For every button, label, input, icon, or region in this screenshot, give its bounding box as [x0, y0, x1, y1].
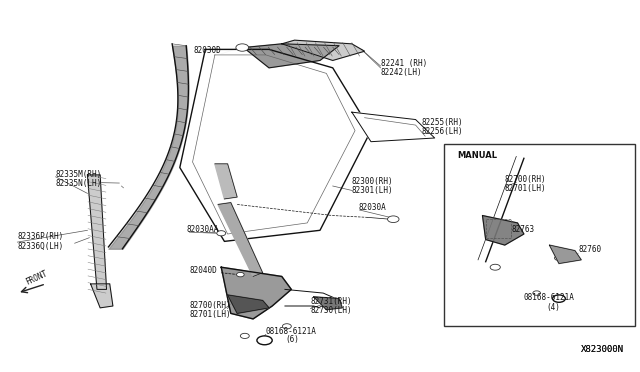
Text: 82760: 82760 [578, 245, 601, 254]
Text: X823000N: X823000N [581, 345, 624, 354]
Circle shape [388, 216, 399, 222]
Text: 82731(RH): 82731(RH) [310, 297, 352, 306]
Polygon shape [282, 40, 365, 61]
Circle shape [236, 44, 248, 51]
Text: 82030D: 82030D [193, 46, 221, 55]
Polygon shape [228, 295, 269, 313]
Text: 82763: 82763 [511, 225, 534, 234]
Text: 82335M(RH): 82335M(RH) [56, 170, 102, 179]
Text: 82040D: 82040D [189, 266, 217, 275]
Circle shape [554, 256, 563, 260]
Text: 82701(LH): 82701(LH) [189, 310, 231, 319]
Circle shape [552, 295, 565, 302]
Circle shape [237, 272, 244, 277]
Polygon shape [221, 267, 291, 319]
Polygon shape [215, 164, 237, 199]
Polygon shape [352, 112, 435, 142]
Polygon shape [91, 284, 113, 308]
Text: 82030A: 82030A [358, 203, 386, 212]
Text: 08168-6121A: 08168-6121A [524, 293, 575, 302]
Polygon shape [549, 245, 581, 263]
Text: 82700(RH): 82700(RH) [189, 301, 231, 310]
Text: 82256(LH): 82256(LH) [422, 127, 463, 136]
Polygon shape [218, 203, 262, 276]
Text: 82701(LH): 82701(LH) [505, 185, 547, 193]
Circle shape [282, 324, 291, 329]
Text: 82300(RH): 82300(RH) [352, 177, 394, 186]
Text: 82336P(RH): 82336P(RH) [17, 232, 63, 241]
Text: 82336Q(LH): 82336Q(LH) [17, 241, 63, 251]
Text: 82700(RH): 82700(RH) [505, 175, 547, 184]
Circle shape [241, 333, 249, 339]
Text: 08168-6121A: 08168-6121A [266, 327, 317, 336]
Text: 82242(LH): 82242(LH) [381, 68, 422, 77]
Text: 82241 (RH): 82241 (RH) [381, 59, 427, 68]
Text: 82255(RH): 82255(RH) [422, 118, 463, 127]
Polygon shape [180, 49, 371, 241]
Text: 82335N(LH): 82335N(LH) [56, 179, 102, 188]
Polygon shape [314, 297, 342, 310]
Bar [444, 144, 636, 326]
Text: X823000N: X823000N [581, 345, 624, 354]
Text: 82730(LH): 82730(LH) [310, 306, 352, 315]
Text: (4): (4) [546, 302, 560, 311]
Circle shape [533, 291, 540, 295]
Text: 82030AA: 82030AA [186, 225, 218, 234]
Circle shape [490, 264, 500, 270]
Circle shape [257, 336, 272, 345]
Polygon shape [483, 215, 524, 245]
Text: MANUAL: MANUAL [457, 151, 497, 160]
Polygon shape [244, 44, 339, 68]
Text: (6): (6) [285, 335, 299, 344]
Text: FRONT: FRONT [24, 269, 49, 286]
Circle shape [217, 231, 226, 236]
Text: 82301(LH): 82301(LH) [352, 186, 394, 195]
Polygon shape [88, 175, 106, 289]
